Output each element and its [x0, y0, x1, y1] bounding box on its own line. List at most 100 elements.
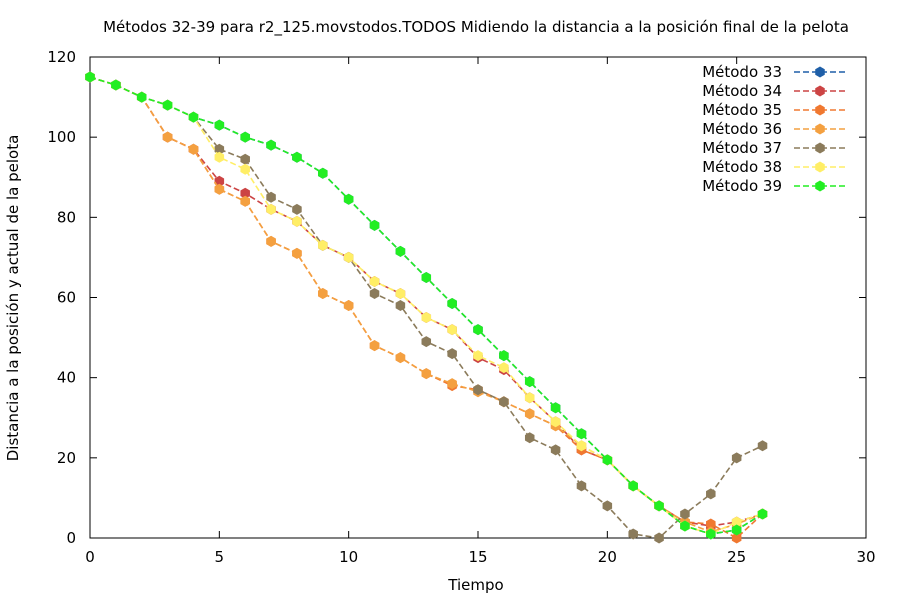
data-point	[369, 275, 380, 287]
x-tick-label: 25	[727, 548, 746, 566]
data-point	[576, 480, 587, 492]
series-7	[85, 71, 768, 540]
data-point	[266, 191, 276, 203]
y-tick-label: 40	[57, 369, 76, 387]
series-3	[85, 71, 768, 544]
data-point	[473, 350, 483, 362]
data-point	[292, 247, 302, 259]
data-point	[757, 440, 768, 452]
series-5	[85, 71, 768, 544]
data-point	[369, 219, 380, 231]
data-point	[524, 408, 535, 420]
x-tick-label: 0	[85, 548, 95, 566]
data-point	[731, 532, 742, 544]
data-point	[680, 520, 690, 532]
data-point	[395, 300, 406, 312]
data-point	[628, 480, 638, 492]
data-point	[214, 143, 225, 155]
legend-label: Método 37	[702, 139, 782, 157]
legend-marker	[815, 123, 825, 135]
data-point	[395, 245, 406, 257]
y-tick-label: 20	[57, 449, 76, 467]
data-point	[292, 215, 302, 227]
data-point	[447, 348, 457, 360]
series-6	[85, 71, 768, 540]
x-tick-label: 10	[339, 548, 358, 566]
data-point	[343, 193, 354, 205]
data-point	[576, 440, 587, 452]
data-point	[731, 452, 742, 464]
data-point	[266, 235, 276, 247]
data-point	[680, 508, 690, 520]
legend-marker	[815, 161, 825, 173]
legend-label: Método 36	[702, 120, 782, 138]
data-point	[266, 139, 276, 151]
series-1	[85, 71, 768, 540]
data-point	[136, 91, 147, 103]
data-point	[240, 195, 250, 207]
data-point	[447, 378, 457, 390]
data-point	[188, 143, 199, 155]
x-tick-label: 30	[856, 548, 875, 566]
data-point	[266, 203, 276, 215]
data-point	[757, 508, 768, 520]
y-axis-label: Distancia a la posición y actual de la p…	[4, 135, 22, 462]
data-point	[162, 131, 173, 143]
legend-marker	[815, 142, 825, 154]
data-point	[343, 300, 354, 312]
data-point	[188, 111, 199, 123]
data-point	[214, 151, 225, 163]
data-point	[473, 324, 483, 336]
data-point	[369, 340, 380, 352]
data-point	[162, 99, 173, 111]
legend-label: Método 33	[702, 63, 782, 81]
legend-label: Método 39	[702, 177, 782, 195]
data-point	[550, 402, 561, 414]
data-point	[576, 428, 587, 440]
series-2	[85, 71, 768, 532]
data-point	[654, 532, 664, 544]
data-point	[550, 444, 561, 456]
series-layer	[85, 71, 768, 544]
data-point	[292, 151, 302, 163]
data-point	[421, 336, 432, 348]
data-point	[524, 392, 535, 404]
y-tick-label: 0	[66, 529, 76, 547]
y-tick-label: 100	[47, 128, 76, 146]
data-point	[706, 488, 716, 500]
legend-marker	[815, 104, 825, 116]
data-point	[395, 352, 406, 364]
data-point	[524, 376, 535, 388]
data-point	[499, 396, 509, 408]
data-point	[240, 153, 250, 165]
legend-marker	[815, 66, 825, 78]
x-tick-label: 5	[215, 548, 225, 566]
data-point	[447, 298, 457, 310]
axis-ticks: 0 5 10 15 20 25 30 0 20 40 60 80 100 120	[47, 48, 875, 566]
data-point	[214, 119, 225, 131]
data-point	[395, 287, 406, 299]
legend-label: Método 35	[702, 101, 782, 119]
data-point	[499, 362, 509, 374]
data-point	[706, 518, 716, 530]
data-point	[628, 528, 638, 540]
data-point	[369, 287, 380, 299]
data-point	[240, 163, 250, 175]
data-point	[731, 524, 742, 536]
data-point	[214, 183, 225, 195]
chart-title: Métodos 32-39 para r2_125.movstodos.TODO…	[103, 18, 849, 37]
data-point	[318, 287, 328, 299]
data-point	[111, 79, 121, 91]
data-point	[421, 271, 432, 283]
data-point	[473, 384, 483, 396]
legend-marker	[815, 180, 825, 192]
data-point	[654, 500, 664, 512]
y-tick-label: 120	[47, 48, 76, 66]
x-tick-label: 15	[468, 548, 487, 566]
series-line	[89, 76, 763, 527]
data-point	[731, 516, 742, 528]
y-tick-label: 80	[57, 208, 76, 226]
data-point	[524, 432, 535, 444]
